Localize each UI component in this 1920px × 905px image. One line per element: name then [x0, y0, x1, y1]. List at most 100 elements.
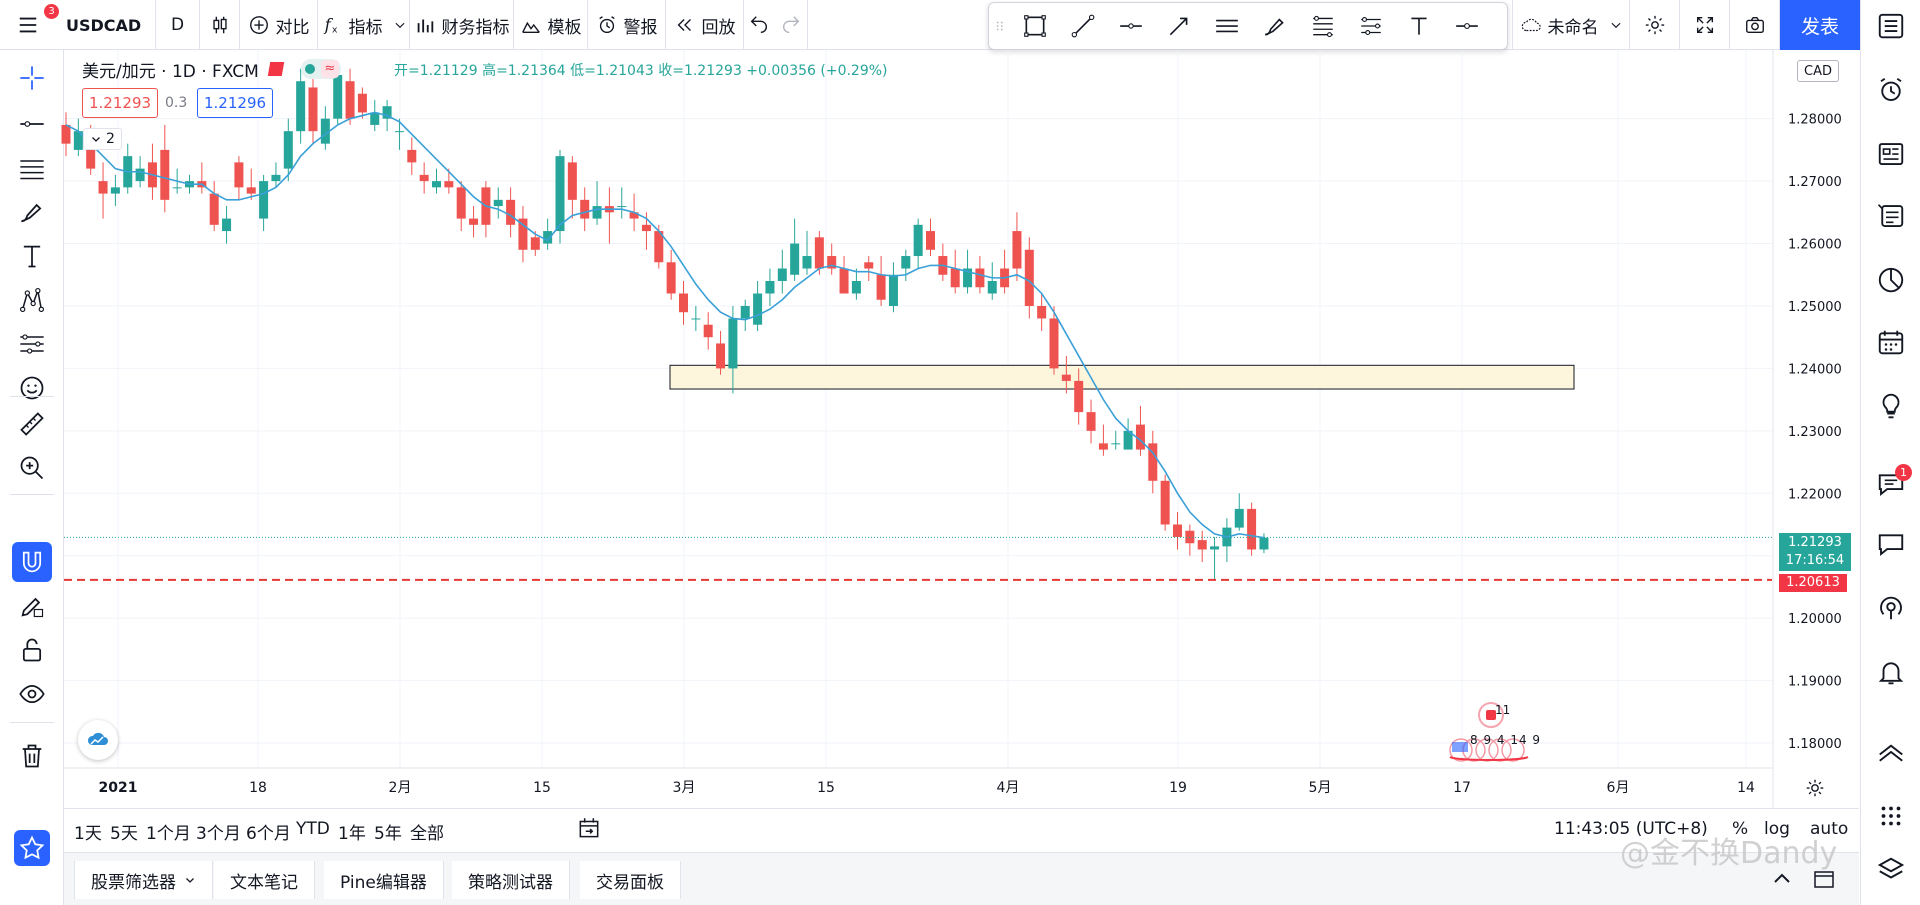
- economic-event-flag[interactable]: [1478, 702, 1504, 728]
- ideas-button[interactable]: [1873, 388, 1909, 424]
- axis-settings-button[interactable]: [1800, 773, 1830, 803]
- parallel-channel-tool[interactable]: [1203, 3, 1251, 49]
- sell-price-button[interactable]: 1.21293: [82, 88, 159, 118]
- buy-price-button[interactable]: 1.21296: [197, 88, 274, 118]
- tab-pine-editor[interactable]: Pine编辑器: [324, 861, 444, 899]
- candle-body: [716, 343, 726, 369]
- candle-body: [271, 174, 281, 182]
- range-0[interactable]: 1天: [74, 824, 102, 844]
- icons-tool[interactable]: [12, 368, 52, 408]
- range-5[interactable]: YTD: [296, 819, 330, 839]
- magnet-tool[interactable]: [12, 542, 52, 582]
- notifications-button[interactable]: [1873, 654, 1909, 690]
- candle-body: [1148, 443, 1158, 481]
- snapshot-button[interactable]: [1730, 0, 1780, 50]
- collapse-sidebar-button[interactable]: [1873, 734, 1909, 770]
- layout-button[interactable]: 未命名: [1512, 0, 1630, 50]
- tab-trading-panel[interactable]: 交易面板: [580, 861, 681, 899]
- text-tool[interactable]: [1395, 3, 1443, 49]
- trash-icon: [22, 744, 42, 768]
- fib-tool[interactable]: [1299, 3, 1347, 49]
- object-tree-button[interactable]: [1873, 798, 1909, 834]
- settings-button[interactable]: [1630, 0, 1680, 50]
- fullscreen-button[interactable]: [1680, 0, 1730, 50]
- indicator-collapse[interactable]: 2: [83, 128, 122, 150]
- delete-drawings-tool[interactable]: [12, 736, 52, 776]
- replay-button[interactable]: 回放: [666, 0, 744, 50]
- symbol-search[interactable]: USDCAD: [56, 0, 156, 50]
- rectangle-tool[interactable]: [1011, 3, 1059, 49]
- watchlist-button[interactable]: [1873, 8, 1909, 44]
- range-6[interactable]: 1年: [338, 824, 366, 844]
- alarm-clock-icon: [1880, 77, 1902, 101]
- brush-tool[interactable]: [1251, 3, 1299, 49]
- range-4[interactable]: 6个月: [246, 824, 291, 844]
- calendar-button[interactable]: [1873, 324, 1909, 360]
- undo-button[interactable]: [744, 0, 774, 50]
- tab-text-notes[interactable]: 文本笔记: [214, 861, 315, 899]
- favorites-tool[interactable]: [14, 830, 50, 866]
- financials-button[interactable]: 财务指标: [410, 0, 514, 50]
- price-label-tool[interactable]: [1443, 3, 1491, 49]
- compare-button[interactable]: 对比: [240, 0, 318, 50]
- currency-label[interactable]: CAD: [1797, 60, 1839, 82]
- arrow-tool[interactable]: [1155, 3, 1203, 49]
- zoom-tool[interactable]: [12, 448, 52, 488]
- chart-type-button[interactable]: [200, 0, 240, 50]
- layers-button[interactable]: [1873, 852, 1909, 888]
- text-tool[interactable]: [12, 236, 52, 276]
- prediction-tool[interactable]: [12, 324, 52, 364]
- canada-flag-icon: [1486, 710, 1496, 720]
- candle-body: [814, 237, 824, 269]
- lock-drawings-tool[interactable]: [12, 630, 52, 670]
- tradingview-logo[interactable]: [78, 720, 118, 760]
- channel-tool[interactable]: [12, 148, 52, 188]
- us-events-cluster[interactable]: [1448, 737, 1532, 763]
- horizontal-line-tool[interactable]: [1107, 3, 1155, 49]
- chat-badge: 1: [1895, 464, 1912, 481]
- crosshair-tool[interactable]: [12, 58, 52, 98]
- stay-in-drawing-tool[interactable]: [12, 586, 52, 626]
- interval-button[interactable]: D: [156, 0, 200, 50]
- fib-extension-tool[interactable]: [1347, 3, 1395, 49]
- maximize-panel-button[interactable]: [1812, 867, 1836, 895]
- log-toggle[interactable]: log: [1764, 819, 1790, 839]
- trend-line-tool[interactable]: [1059, 3, 1107, 49]
- data-window-button[interactable]: [1873, 198, 1909, 234]
- range-3[interactable]: 3个月: [196, 824, 241, 844]
- clock-timezone[interactable]: 11:43:05 (UTC+8): [1554, 819, 1708, 839]
- indicator-toggle[interactable]: ≈: [300, 59, 341, 79]
- drag-handle[interactable]: [989, 3, 1011, 49]
- collapse-panel-button[interactable]: [1770, 867, 1794, 895]
- templates-button[interactable]: 模板: [514, 0, 588, 50]
- tab-strategy-tester[interactable]: 策略测试器: [452, 861, 570, 899]
- hotlists-button[interactable]: [1873, 262, 1909, 298]
- percent-toggle[interactable]: %: [1732, 819, 1749, 839]
- news-button[interactable]: [1873, 136, 1909, 172]
- pattern-tool[interactable]: [12, 280, 52, 320]
- auto-toggle[interactable]: auto: [1810, 819, 1849, 839]
- brush-tool[interactable]: [12, 192, 52, 232]
- candle-body: [666, 262, 676, 294]
- measure-tool[interactable]: [12, 404, 52, 444]
- redo-button[interactable]: [774, 0, 808, 50]
- range-1[interactable]: 5天: [110, 824, 138, 844]
- range-7[interactable]: 5年: [374, 824, 402, 844]
- streams-button[interactable]: [1873, 590, 1909, 626]
- private-chats-button[interactable]: [1873, 526, 1909, 562]
- candle-body: [654, 231, 664, 263]
- menu-button[interactable]: [0, 0, 56, 50]
- tab-stock-screener[interactable]: 股票筛选器: [74, 861, 213, 899]
- alerts-button[interactable]: [1873, 72, 1909, 108]
- trend-line-tool[interactable]: [12, 104, 52, 144]
- hide-drawings-tool[interactable]: [12, 674, 52, 714]
- alert-button[interactable]: 警报: [588, 0, 666, 50]
- date-range-button[interactable]: [576, 815, 606, 845]
- candle-body: [555, 156, 565, 232]
- publish-button[interactable]: 发表: [1780, 0, 1860, 50]
- range-8[interactable]: 全部: [410, 824, 444, 844]
- price-tick-label: 1.22000: [1788, 487, 1842, 502]
- range-2[interactable]: 1个月: [146, 824, 191, 844]
